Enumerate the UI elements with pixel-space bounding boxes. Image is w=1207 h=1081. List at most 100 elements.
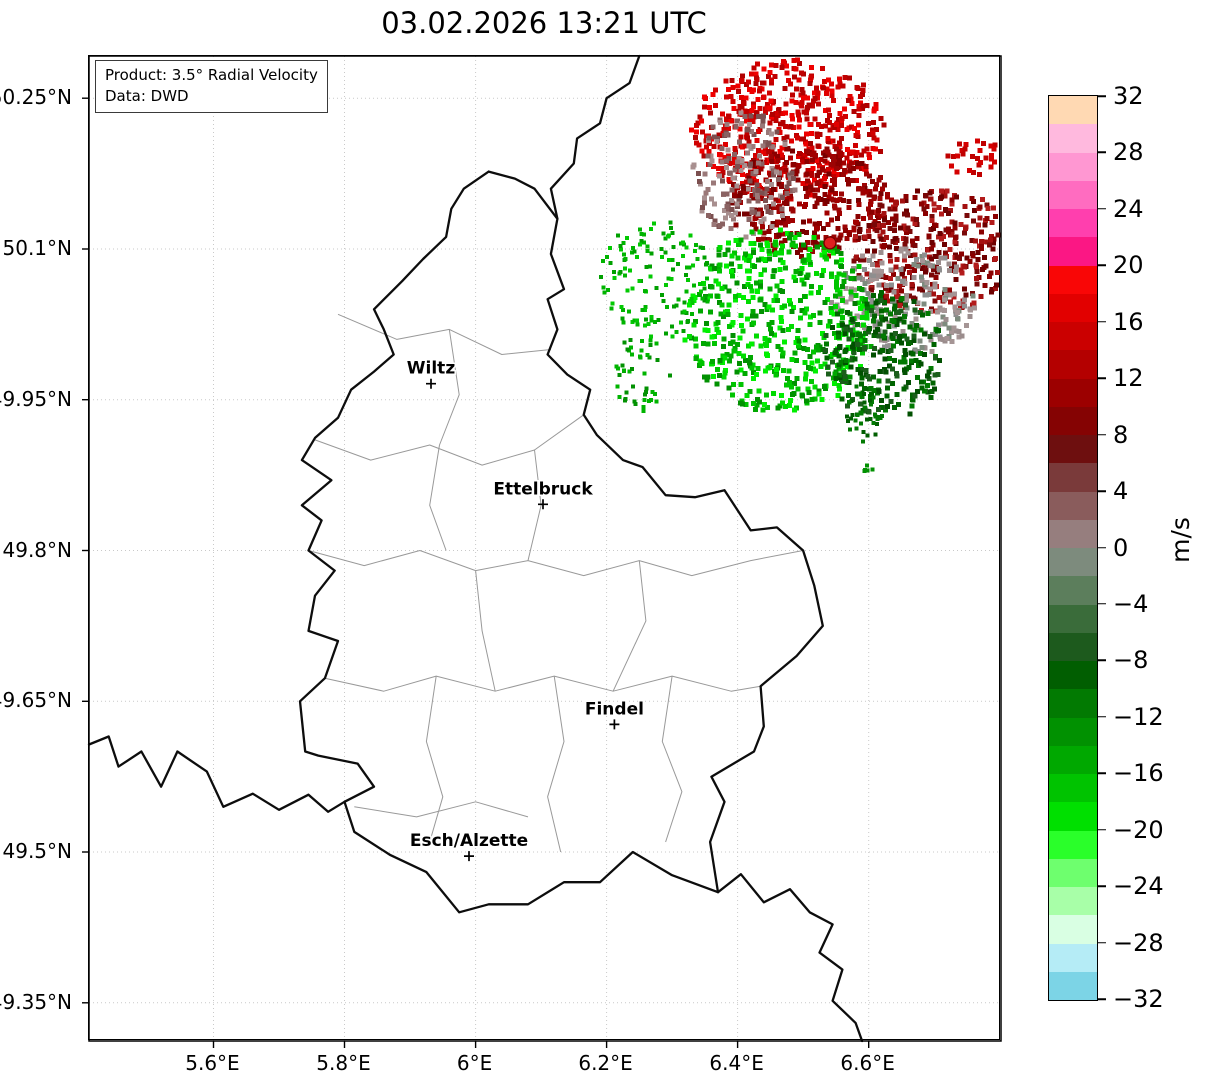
colorbar-segment bbox=[1049, 406, 1097, 435]
colorbar-tick-mark bbox=[1098, 772, 1106, 774]
colorbar-tick-label: 20 bbox=[1113, 251, 1144, 280]
colorbar-tick-mark bbox=[1098, 490, 1106, 492]
colorbar-tick-mark bbox=[1098, 264, 1106, 267]
svg-text:Ettelbruck: Ettelbruck bbox=[493, 479, 593, 499]
colorbar-segment bbox=[1049, 661, 1097, 690]
colorbar-tick-label: −16 bbox=[1113, 759, 1164, 788]
figure-title: 03.02.2026 13:21 UTC bbox=[381, 6, 707, 40]
y-tick-label: 50.25°N bbox=[0, 85, 72, 110]
colorbar-tick-mark bbox=[1098, 659, 1106, 662]
colorbar-tick-mark bbox=[1098, 885, 1106, 887]
colorbar-segment bbox=[1049, 576, 1097, 605]
colorbar-segment bbox=[1049, 830, 1097, 859]
colorbar-segment bbox=[1049, 519, 1097, 548]
y-tick-label: 49.95°N bbox=[0, 386, 72, 411]
x-tick-label: 5.8°E bbox=[316, 1051, 371, 1075]
colorbar-segment bbox=[1049, 293, 1097, 322]
x-tick-label: 6.2°E bbox=[578, 1051, 633, 1075]
colorbar-segment bbox=[1049, 435, 1097, 464]
colorbar-tick-mark bbox=[1098, 603, 1106, 605]
colorbar-segment bbox=[1049, 265, 1097, 294]
colorbar-tick-mark bbox=[1098, 828, 1106, 831]
colorbar-tick-mark bbox=[1098, 377, 1106, 379]
radar-echoes bbox=[599, 57, 1001, 474]
colorbar-tick-label: −20 bbox=[1113, 815, 1164, 844]
colorbar-segment bbox=[1049, 971, 1097, 1000]
colorbar-tick-label: 28 bbox=[1113, 138, 1144, 167]
city-markers: Wiltz Ettelbruck Findel Esch/Alzette bbox=[405, 357, 645, 862]
svg-text:Wiltz: Wiltz bbox=[407, 359, 456, 379]
plot-frame bbox=[88, 55, 1002, 1042]
map-canvas: Wiltz Ettelbruck Findel Esch/Alzette bbox=[82, 54, 1002, 1048]
svg-text:Findel: Findel bbox=[585, 699, 644, 719]
y-tick-label: 49.5°N bbox=[2, 839, 73, 864]
colorbar-tick-label: −4 bbox=[1113, 589, 1149, 618]
colorbar-tick-label: −12 bbox=[1113, 702, 1164, 731]
colorbar-segment bbox=[1049, 378, 1097, 407]
colorbar-segment bbox=[1049, 237, 1097, 266]
colorbar-tick-mark bbox=[1098, 546, 1106, 549]
colorbar-tick-mark bbox=[1098, 95, 1106, 97]
y-tick-label: 49.65°N bbox=[0, 688, 72, 713]
colorbar-tick-label: 8 bbox=[1113, 420, 1129, 449]
colorbar-segment bbox=[1049, 209, 1097, 238]
colorbar-tick-label: 16 bbox=[1113, 307, 1144, 336]
colorbar-tick-mark bbox=[1098, 433, 1106, 436]
colorbar-segment bbox=[1049, 604, 1097, 633]
y-axis-tick-labels: 50.25°N 50.1°N 49.95°N 49.8°N 49.65°N 49.5°N 4… bbox=[0, 55, 80, 1040]
colorbar-segment bbox=[1049, 717, 1097, 746]
colorbar-unit-label: m/s bbox=[1166, 517, 1195, 563]
x-tick-label: 6°E bbox=[456, 1051, 493, 1075]
product-info-box: Product: 3.5° Radial Velocity Data: DWD bbox=[95, 60, 328, 113]
colorbar-segment bbox=[1049, 887, 1097, 916]
x-tick-label: 5.6°E bbox=[185, 1051, 240, 1075]
colorbar-segment bbox=[1049, 689, 1097, 718]
svg-text:Esch/Alzette: Esch/Alzette bbox=[410, 831, 528, 851]
colorbar-segment bbox=[1049, 96, 1097, 125]
axis-tick-marks bbox=[82, 97, 870, 1048]
x-tick-label: 6.6°E bbox=[840, 1051, 895, 1075]
colorbar-segment bbox=[1049, 548, 1097, 577]
colorbar: 32 28 24 20 16 12 8 4 0 −4 −8 −12 −16 −20 −24 −28 −32 bbox=[1048, 82, 1164, 1013]
colorbar-tick-label: 12 bbox=[1113, 364, 1144, 393]
colorbar-segment bbox=[1049, 152, 1097, 181]
y-tick-label: 50.1°N bbox=[2, 235, 73, 260]
colorbar-segment bbox=[1049, 745, 1097, 774]
y-tick-label: 49.35°N bbox=[0, 989, 72, 1014]
colorbar-segment bbox=[1049, 943, 1097, 972]
colorbar-segment bbox=[1049, 858, 1097, 887]
country-borders bbox=[87, 54, 864, 1043]
colorbar-segment bbox=[1049, 491, 1097, 520]
colorbar-tick-mark bbox=[1098, 151, 1106, 154]
colorbar-tick-label: 32 bbox=[1113, 82, 1144, 110]
grid-lines bbox=[89, 56, 1001, 1041]
colorbar-segment bbox=[1049, 180, 1097, 209]
radar-site-marker bbox=[823, 236, 837, 250]
colorbar-segment bbox=[1049, 124, 1097, 153]
colorbar-tick-mark bbox=[1098, 321, 1106, 323]
colorbar-tick-mark bbox=[1098, 941, 1106, 944]
colorbar-tick-label: −8 bbox=[1113, 646, 1149, 675]
colorbar-segment bbox=[1049, 322, 1097, 351]
colorbar-tick-label: 24 bbox=[1113, 194, 1144, 223]
product-name: Product: 3.5° Radial Velocity bbox=[105, 66, 318, 84]
colorbar-segment bbox=[1049, 915, 1097, 944]
colorbar-tick-label: 4 bbox=[1113, 477, 1129, 506]
map-plot-area: Wiltz Ettelbruck Findel Esch/Alzette Produc… bbox=[82, 54, 1002, 1048]
district-borders bbox=[308, 313, 804, 853]
colorbar-tick-label: 0 bbox=[1113, 533, 1129, 562]
colorbar-segment bbox=[1049, 632, 1097, 661]
data-source: Data: DWD bbox=[105, 87, 189, 106]
colorbar-tick-label: −32 bbox=[1113, 985, 1164, 1013]
x-axis-tick-labels: 5.6°E 5.8°E 6°E 6.2°E 6.4°E 6.6°E bbox=[88, 1051, 1000, 1077]
colorbar-tick-mark bbox=[1098, 998, 1106, 1000]
colorbar-segment bbox=[1049, 802, 1097, 831]
x-tick-label: 6.4°E bbox=[709, 1051, 764, 1075]
colorbar-segment bbox=[1049, 774, 1097, 803]
colorbar-tick-mark bbox=[1098, 208, 1106, 210]
colorbar-tick-mark bbox=[1098, 716, 1106, 718]
colorbar-segment bbox=[1049, 463, 1097, 492]
colorbar-tick-label: −28 bbox=[1113, 928, 1164, 957]
colorbar-tick-label: −24 bbox=[1113, 872, 1164, 901]
